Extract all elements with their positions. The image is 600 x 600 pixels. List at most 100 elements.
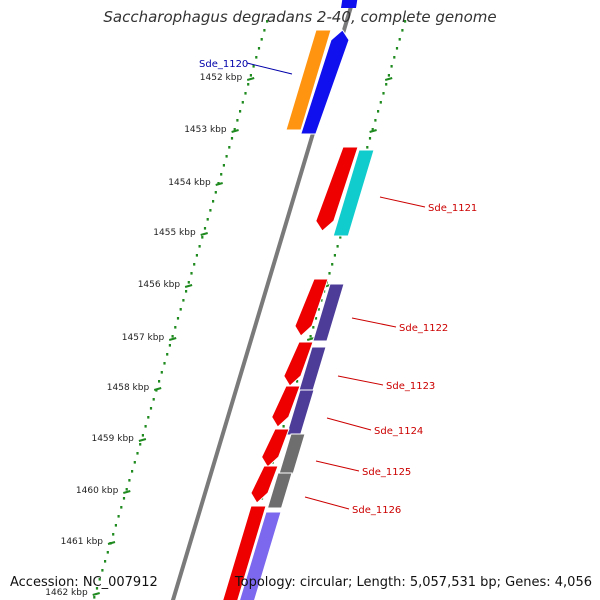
inner-tick-track-dot [187,281,190,284]
ruler-label: 1459 kbp [91,434,134,444]
outer-tick-track-dot [404,20,407,23]
inner-tick-track-dot [220,173,223,176]
inner-tick-track-dot [101,569,104,572]
inner-tick-track-dot [112,533,115,536]
outer-tick-track-dot [401,29,404,32]
inner-tick-track-dot [131,470,134,473]
inner-tick-track-dot [233,128,236,131]
inner-tick-track-dot [247,83,250,86]
ruler-major-tick [215,182,223,186]
ruler-label: 1462 kbp [45,588,88,598]
inner-tick-track-dot [104,560,107,563]
gene-label: Sde_1123 [386,381,435,392]
inner-tick-track-dot [125,488,128,491]
inner-tick-track-dot [252,65,255,68]
feature-next-category [239,511,282,600]
inner-tick-track-dot [106,551,109,554]
ruler-label: 1456 kbp [138,280,181,290]
inner-tick-track-dot [201,236,204,239]
inner-tick-track-dot [257,47,261,50]
inner-tick-track-dot [182,299,185,302]
outer-tick-track-dot [328,272,331,275]
outer-tick-track-dot [379,101,382,104]
gene-label-connector [304,496,350,510]
inner-tick-track-dot [144,425,147,428]
inner-tick-track-dot [128,479,131,482]
map-title: Saccharophagus degradans 2-40, complete … [103,8,497,26]
inner-tick-track-dot [168,344,171,347]
ruler-label: 1461 kbp [61,537,104,547]
inner-tick-track-dot [203,227,207,230]
outer-tick-track-dot [366,146,369,149]
inner-tick-track-dot [255,56,258,59]
outer-tick-track-dot [317,308,320,311]
gene-label-connector [326,417,372,431]
ruler-major-tick [138,438,147,442]
inner-tick-track-dot [236,119,239,122]
inner-tick-track-dot [133,461,136,464]
inner-tick-track-dot [214,191,217,194]
inner-tick-track-dot [149,407,153,410]
ruler-major-tick [200,232,208,236]
outer-tick-track-dot [309,335,312,338]
inner-tick-track-dot [174,326,177,329]
feature-Sde_1120-category [285,29,332,131]
outer-tick-track-dot [320,299,323,302]
inner-tick-track-dot [244,92,247,95]
inner-tick-track [93,20,269,599]
inner-tick-track-dot [122,497,126,500]
inner-tick-track-dot [179,308,182,311]
inner-tick-track-dot [230,137,234,140]
inner-tick-track-dot [152,398,155,401]
inner-tick-track-dot [163,362,166,365]
inner-tick-track-dot [206,218,209,221]
inner-tick-track-dot [176,317,180,320]
feature-Sde_1121-cds [315,146,359,232]
outer-tick-track-dot [385,83,388,86]
outer-tick-track-dot [368,137,372,140]
inner-tick-track-dot [166,353,169,356]
inner-tick-track-dot [239,110,242,113]
inner-tick-track-dot [228,146,231,149]
ruler-major-tick [184,284,193,288]
outer-tick-track-dot [331,263,334,266]
gene-label: Sde_1124 [374,426,423,437]
ruler-label: 1460 kbp [76,486,119,496]
inner-tick-track-dot [141,434,144,437]
gene-label-connector [246,62,293,75]
feature-Sde_1122-cds [294,278,329,337]
ruler-major-tick [107,541,116,545]
outer-major-tick [369,129,377,133]
ruler-major-tick [231,129,239,133]
outer-major-tick [306,337,315,341]
inner-tick-track-dot [212,200,215,203]
outer-tick-track-dot [296,380,299,383]
inner-tick-track-dot [160,371,163,374]
ruler-major-tick [153,387,162,391]
feature-Sde_1121-category [332,149,375,237]
inner-tick-track-dot [185,290,188,293]
inner-tick-track-dot [193,263,196,266]
feature-Sde_1122-category [312,283,345,342]
feature-Sde_1125-cds [261,428,290,468]
outer-major-tick [384,77,393,81]
ruler-major-tick [168,337,177,341]
gene-label: Sde_1126 [352,505,401,516]
outer-tick-track-dot [382,92,385,95]
inner-tick-track-dot [263,29,266,32]
inner-tick-track-dot [225,155,228,158]
feature-Sde_1124-cds [271,385,301,428]
inner-tick-track-dot [222,164,225,167]
gene-label-connector [379,196,426,208]
outer-tick-track-dot [336,245,339,248]
ruler-label: 1453 kbp [184,125,227,135]
feature-Sde_1120-cds [300,29,350,135]
ruler-label: 1452 kbp [200,73,243,83]
outer-tick-track-dot [390,65,393,68]
inner-tick-track-dot [198,245,201,248]
outer-tick-track-dot [395,47,399,50]
outer-tick-track-dot [374,119,377,122]
ruler-major-tick [246,77,255,81]
outer-tick-track-dot [377,110,380,113]
